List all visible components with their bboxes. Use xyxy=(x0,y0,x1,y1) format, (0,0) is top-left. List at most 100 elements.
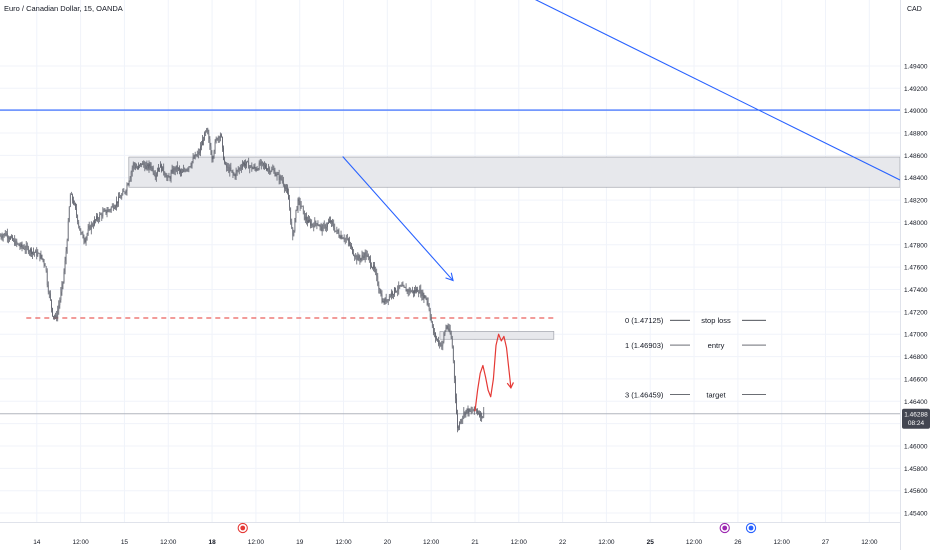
candle-body xyxy=(391,292,392,296)
candle-body xyxy=(284,185,285,188)
candle-body xyxy=(99,215,100,220)
candle-body xyxy=(463,412,464,416)
candle-body xyxy=(241,168,242,169)
candle-body xyxy=(165,175,166,177)
candle-body xyxy=(154,173,155,175)
time-tick-label: 27 xyxy=(822,539,830,546)
candle-body xyxy=(7,233,8,237)
candle-body xyxy=(323,225,324,231)
candle-body xyxy=(437,339,438,340)
candle-body xyxy=(477,411,478,413)
candle-body xyxy=(98,219,99,220)
time-tick-label: 26 xyxy=(734,539,742,546)
candle-body xyxy=(249,166,250,168)
candle-body xyxy=(248,162,249,169)
price-tick-label: 1.48200 xyxy=(904,198,928,205)
candle-body xyxy=(52,308,53,316)
price-axis[interactable]: 1.454001.456001.458001.460001.462001.464… xyxy=(900,0,932,550)
time-tick-label: 21 xyxy=(471,539,479,546)
candle-body xyxy=(400,286,401,287)
candle-body xyxy=(399,285,400,286)
candle-body xyxy=(107,212,108,213)
candle-body xyxy=(45,264,46,266)
fib-level-name: target xyxy=(706,391,726,400)
candle-body xyxy=(122,192,123,195)
candle-body xyxy=(41,255,42,259)
time-tick-label: 12:00 xyxy=(598,539,615,546)
candle-body xyxy=(35,251,36,253)
candle-body xyxy=(360,258,361,260)
candle-body xyxy=(460,422,461,423)
candle-body xyxy=(306,217,307,221)
price-tick-label: 1.47400 xyxy=(904,287,928,294)
time-tick-label: 12:00 xyxy=(248,539,265,546)
candle-body xyxy=(263,163,264,165)
candle-body xyxy=(140,163,141,165)
candle-body xyxy=(80,230,81,232)
time-tick-label: 12:00 xyxy=(72,539,89,546)
candle-body xyxy=(271,169,272,171)
candle-body xyxy=(291,222,292,228)
candle-body xyxy=(87,234,88,238)
candle-body xyxy=(199,152,200,153)
candle-body xyxy=(298,199,299,209)
candle-body xyxy=(380,289,381,293)
candle-body xyxy=(361,258,362,260)
candle-body xyxy=(423,292,424,299)
candle-body xyxy=(314,221,315,227)
candle-body xyxy=(351,245,352,247)
candle-body xyxy=(100,214,101,215)
candle-body xyxy=(212,154,213,159)
candle-body xyxy=(225,162,226,164)
candle-body xyxy=(22,244,23,247)
candle-body xyxy=(46,266,47,270)
candle-body xyxy=(395,288,396,292)
candle-body xyxy=(139,165,140,166)
currency-label[interactable]: CAD xyxy=(907,6,922,13)
candle-body xyxy=(390,296,391,297)
candle-body xyxy=(181,173,182,174)
candle-body xyxy=(75,203,76,208)
candle-body xyxy=(435,333,436,338)
candle-body xyxy=(279,174,280,180)
candle-body xyxy=(128,185,129,186)
price-tick-label: 1.49200 xyxy=(904,86,928,93)
candle-body xyxy=(387,299,388,302)
candle-body xyxy=(184,170,185,171)
candle-body xyxy=(143,163,144,165)
candle-body xyxy=(113,206,114,209)
candle-body xyxy=(322,226,323,231)
candle-body xyxy=(202,140,203,145)
candle-body xyxy=(17,243,18,244)
candle-body xyxy=(6,233,7,235)
candle-body xyxy=(328,222,329,223)
candle-body xyxy=(334,228,335,231)
candle-body xyxy=(61,292,62,300)
candle-body xyxy=(344,239,345,240)
candle-body xyxy=(27,246,28,248)
candle-body xyxy=(2,237,3,238)
candle-body xyxy=(54,316,55,317)
candle-body xyxy=(267,169,268,170)
candle-body xyxy=(236,172,237,177)
candle-body xyxy=(472,411,473,412)
candle-body xyxy=(442,342,443,346)
candle-body xyxy=(300,201,301,206)
candle-body xyxy=(396,291,397,292)
candle-body xyxy=(201,145,202,146)
candle-body xyxy=(178,168,179,169)
candle-body xyxy=(326,227,327,229)
candle-body xyxy=(47,271,48,286)
candle-body xyxy=(257,169,258,170)
candle-body xyxy=(357,256,358,261)
candle-body xyxy=(417,289,418,292)
candle-body xyxy=(287,188,288,193)
candle-body xyxy=(458,427,459,428)
time-tick-label: 25 xyxy=(647,539,655,546)
candle-body xyxy=(226,164,227,167)
candle-body xyxy=(304,211,305,220)
candle-body xyxy=(136,168,137,169)
